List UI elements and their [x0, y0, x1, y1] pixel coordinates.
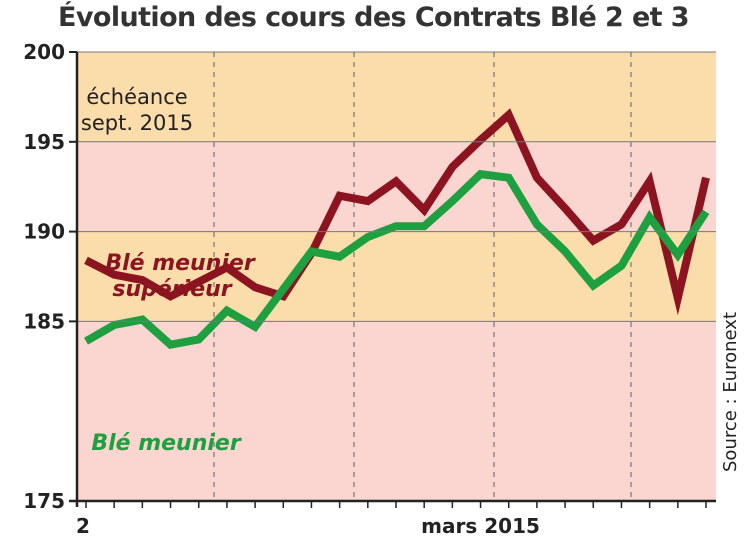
y-tick-label: 185	[23, 309, 65, 333]
x-tick-label: 2	[76, 514, 90, 538]
y-tick-label: 195	[23, 130, 65, 154]
series-lines	[84, 108, 710, 349]
annotation-line-2: sept. 2015	[81, 111, 193, 135]
series-label-ble-meunier: Blé meunier	[91, 431, 242, 456]
x-tick-label: mars 2015	[421, 514, 540, 538]
source-label: Source : Euronext	[720, 312, 741, 472]
chart-title: Évolution des cours des Contrats Blé 2 e…	[58, 2, 690, 33]
series-line-1	[84, 169, 710, 349]
y-tick-label: 200	[23, 40, 65, 64]
series-line-0	[84, 108, 710, 316]
band-3	[77, 321, 716, 501]
band-0	[77, 52, 716, 142]
background-bands	[77, 52, 716, 501]
series-label-ble-meunier-superieur-line2: supérieur	[112, 277, 232, 302]
y-tick-label: 175	[23, 489, 65, 513]
annotation-line-1: échéance	[86, 85, 187, 109]
y-tick-label: 190	[23, 220, 65, 244]
series-label-ble-meunier-superieur: Blé meunier	[105, 251, 256, 276]
